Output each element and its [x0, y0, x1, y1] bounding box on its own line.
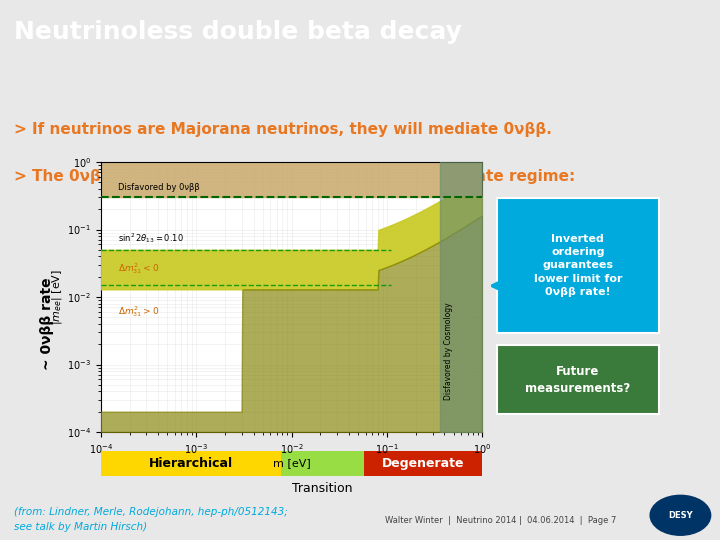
Circle shape — [650, 495, 711, 535]
Text: Transition: Transition — [292, 482, 352, 495]
Text: > If neutrinos are Majorana neutrinos, they will mediate 0νββ.: > If neutrinos are Majorana neutrinos, t… — [14, 122, 552, 137]
Text: Hierarchical: Hierarchical — [149, 457, 233, 470]
Text: Future
measurements?: Future measurements? — [525, 365, 631, 395]
Text: Inverted
ordering
guarantees
lower limit for
0νββ rate!: Inverted ordering guarantees lower limit… — [534, 234, 622, 297]
FancyBboxPatch shape — [101, 451, 281, 476]
FancyBboxPatch shape — [497, 198, 659, 333]
Text: Degenerate: Degenerate — [382, 457, 464, 470]
Text: Neutrinoless double beta decay: Neutrinoless double beta decay — [14, 21, 462, 44]
Text: DESY: DESY — [668, 511, 693, 520]
Text: ~ 0νββ rate: ~ 0νββ rate — [40, 278, 54, 370]
Text: Disfavored by 0νββ: Disfavored by 0νββ — [117, 183, 199, 192]
Text: $\sin^2 2\theta_{13} = 0.10$: $\sin^2 2\theta_{13} = 0.10$ — [117, 231, 184, 245]
FancyBboxPatch shape — [281, 451, 364, 476]
FancyBboxPatch shape — [364, 451, 482, 476]
Text: (line corresponds to solid 0.3 eV bound): (line corresponds to solid 0.3 eV bound) — [191, 205, 414, 215]
Y-axis label: $|m_{ee}|$ [eV]: $|m_{ee}|$ [eV] — [50, 269, 64, 325]
Text: $\Delta m^2_{31} > 0$: $\Delta m^2_{31} > 0$ — [117, 305, 159, 320]
FancyBboxPatch shape — [497, 345, 659, 414]
Text: Walter Winter  |  Neutrino 2014 |  04.06.2014  |  Page 7: Walter Winter | Neutrino 2014 | 04.06.20… — [385, 516, 616, 524]
Text: $\Delta m^2_{31} < 0$: $\Delta m^2_{31} < 0$ — [117, 261, 159, 276]
Text: Disfavored by Cosmology: Disfavored by Cosmology — [444, 302, 453, 400]
Text: see talk by Martin Hirsch): see talk by Martin Hirsch) — [14, 522, 148, 532]
X-axis label: m [eV]: m [eV] — [273, 458, 310, 468]
Text: > The 0νββ rate depends on the hierarchy in degenerate regime:: > The 0νββ rate depends on the hierarchy… — [14, 170, 576, 184]
Text: (from: Lindner, Merle, Rodejohann, hep-ph/0512143;: (from: Lindner, Merle, Rodejohann, hep-p… — [14, 508, 288, 517]
